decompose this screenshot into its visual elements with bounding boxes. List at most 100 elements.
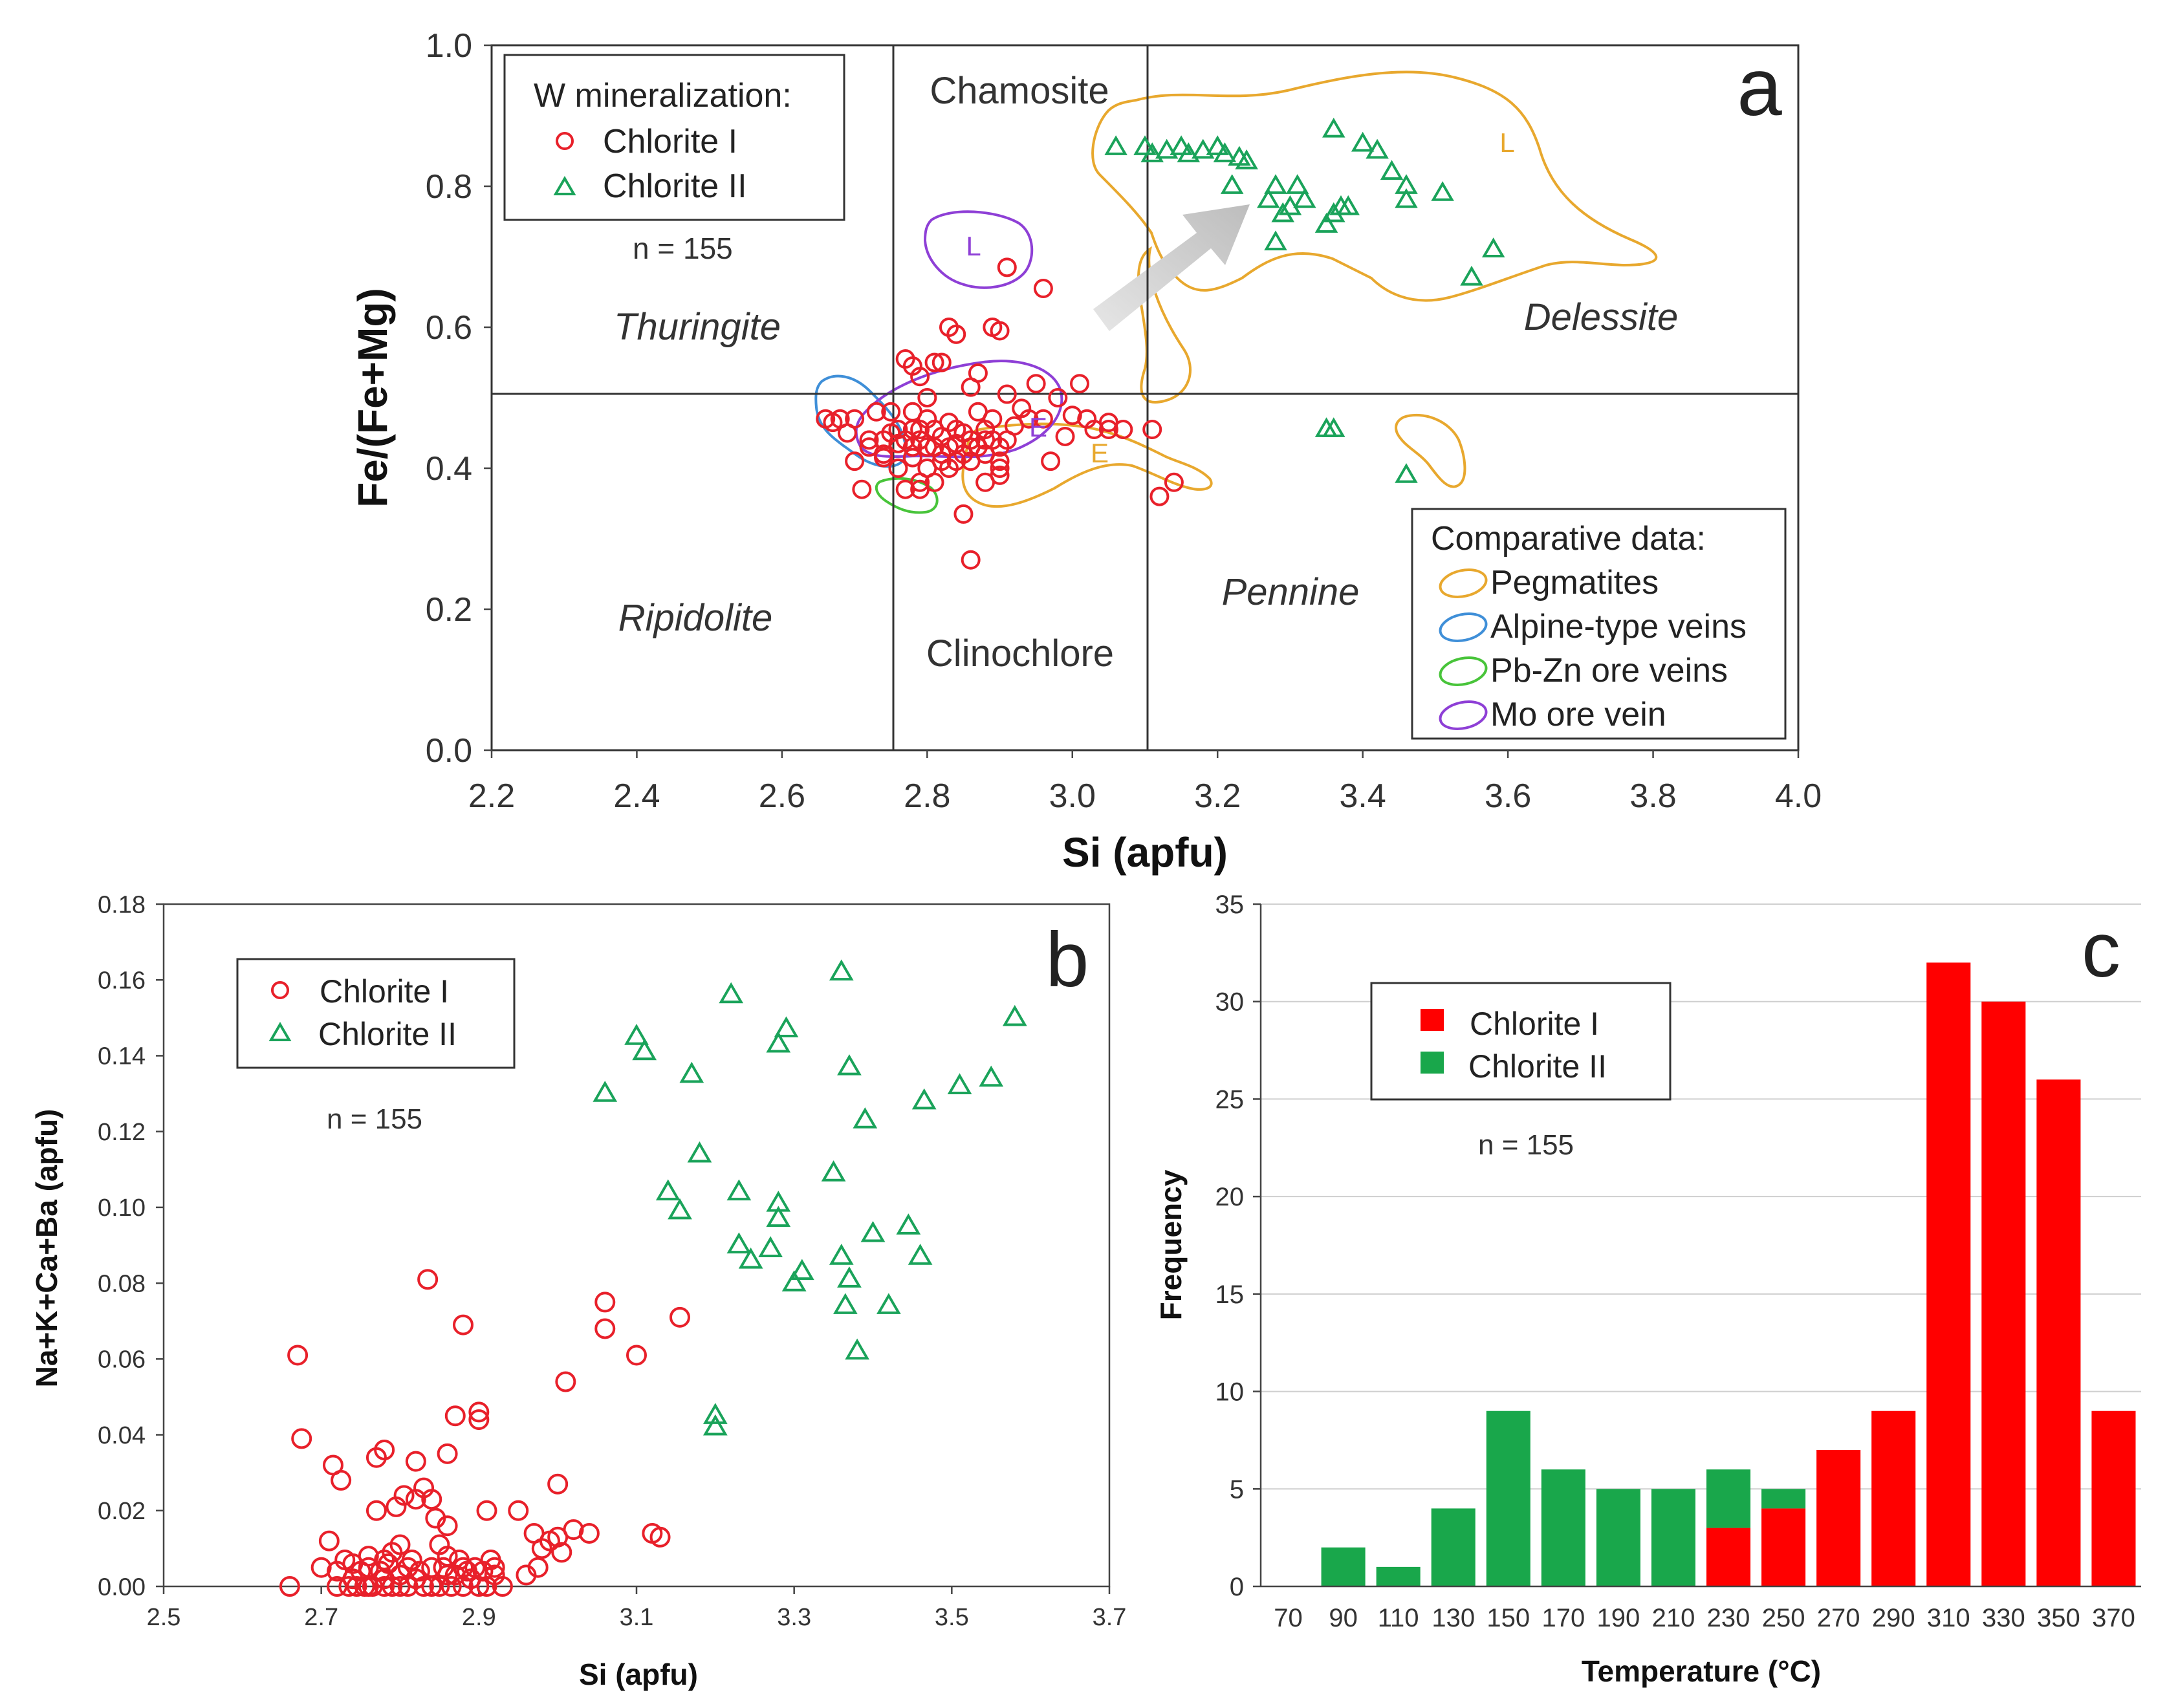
point-chlorite-i bbox=[845, 409, 865, 429]
point-chlorite-ii bbox=[845, 1338, 869, 1360]
point-chlorite-i bbox=[924, 472, 944, 492]
bar-chlorite-ii bbox=[1431, 1508, 1476, 1586]
point-chlorite-i bbox=[917, 388, 937, 407]
y-tick-label: 0.10 bbox=[98, 1195, 146, 1222]
legend-title-w: W mineralization: bbox=[534, 77, 792, 114]
point-chlorite-i bbox=[888, 420, 908, 440]
panel-label-c: c bbox=[2082, 907, 2120, 993]
legend-chlorite-i-a: Chlorite I bbox=[603, 123, 737, 160]
point-chlorite-i bbox=[910, 367, 930, 387]
x-axis-ticks-c: 70 90 110 130 150 170 190 210 230 250 270 290 310 330… bbox=[1274, 1604, 2135, 1632]
point-chlorite-i bbox=[563, 1519, 584, 1540]
legend-chlorite-i-marker bbox=[556, 132, 574, 150]
point-chlorite-i bbox=[888, 459, 908, 478]
legend-pbzn: Pb-Zn ore veins bbox=[1490, 652, 1728, 689]
point-chlorite-i bbox=[845, 451, 865, 471]
y-axis-label-c: Frequency bbox=[1154, 1169, 1188, 1320]
point-chlorite-i bbox=[1033, 279, 1053, 299]
y-tick-label: 5 bbox=[1230, 1475, 1244, 1504]
panel-c: 0 5 10 15 20 25 30 35 70 90 110 130 150 170 190 210 230… bbox=[1154, 891, 2141, 1688]
x-tick-label: 270 bbox=[1817, 1604, 1860, 1632]
bar-chlorite-i bbox=[1761, 1508, 1806, 1586]
y-tick-label: 0.2 bbox=[426, 591, 472, 629]
point-chlorite-i bbox=[310, 1557, 332, 1578]
point-chlorite-i bbox=[318, 1530, 340, 1551]
x-axis-label-c: Temperature (°C) bbox=[1582, 1654, 1821, 1688]
legend-comparative: Comparative data: Pegmatites Alpine-type… bbox=[1411, 508, 1787, 740]
point-chlorite-ii bbox=[1206, 135, 1229, 155]
scatter-points-b bbox=[279, 959, 1027, 1597]
point-chlorite-i bbox=[594, 1292, 616, 1313]
legend-chlorite-ii-marker-b bbox=[268, 1022, 292, 1041]
bar-chlorite-i bbox=[1816, 1450, 1861, 1586]
y-tick-label: 15 bbox=[1215, 1281, 1245, 1309]
point-chlorite-ii bbox=[877, 1293, 901, 1314]
point-chlorite-ii bbox=[1002, 1004, 1027, 1026]
point-chlorite-ii bbox=[766, 1205, 791, 1227]
bar-chlorite-i bbox=[1871, 1411, 1916, 1586]
bar-chlorite-ii bbox=[1651, 1489, 1695, 1586]
point-chlorite-i bbox=[961, 550, 981, 570]
point-chlorite-i bbox=[997, 384, 1017, 404]
x-tick-label: 2.5 bbox=[147, 1604, 181, 1631]
y-axis-label-b: Na+K+Ca+Ba (apfu) bbox=[30, 1109, 63, 1388]
point-chlorite-i bbox=[378, 1553, 399, 1574]
x-tick-label: 3.7 bbox=[1093, 1604, 1127, 1631]
point-chlorite-i bbox=[437, 1443, 458, 1464]
point-chlorite-i bbox=[594, 1318, 616, 1339]
point-chlorite-ii bbox=[1133, 135, 1157, 155]
field-chamosite: Chamosite bbox=[930, 70, 1109, 112]
point-chlorite-ii bbox=[766, 1191, 791, 1212]
x-tick-label: 2.7 bbox=[304, 1604, 338, 1631]
point-chlorite-i bbox=[946, 324, 966, 344]
x-tick-label: 2.2 bbox=[468, 777, 515, 815]
point-chlorite-i bbox=[1098, 420, 1118, 440]
point-chlorite-i bbox=[990, 321, 1010, 341]
point-chlorite-i bbox=[975, 430, 996, 450]
y-tick-label: 0.6 bbox=[426, 309, 472, 347]
point-chlorite-i bbox=[1070, 374, 1089, 394]
point-chlorite-i bbox=[405, 1451, 426, 1472]
y-tick-label: 0.18 bbox=[98, 891, 146, 918]
point-chlorite-ii bbox=[632, 1039, 657, 1061]
x-tick-label: 3.3 bbox=[777, 1604, 811, 1631]
point-chlorite-i bbox=[968, 363, 988, 383]
x-tick-label: 3.0 bbox=[1049, 777, 1096, 815]
legend-chlorite-i-swatch bbox=[1421, 1009, 1444, 1031]
point-chlorite-i bbox=[279, 1576, 300, 1597]
bar-chlorite-i bbox=[2091, 1411, 2136, 1586]
legend-pegmatites-marker bbox=[1439, 568, 1488, 598]
point-chlorite-ii bbox=[829, 959, 854, 981]
point-chlorite-i bbox=[917, 437, 937, 457]
trend-arrow bbox=[1093, 204, 1250, 331]
bar-chlorite-ii bbox=[1541, 1469, 1585, 1586]
bar-chlorite-i bbox=[2036, 1079, 2081, 1586]
point-chlorite-ii bbox=[624, 1024, 649, 1045]
peg-l-mark: L bbox=[1499, 127, 1514, 158]
point-chlorite-ii bbox=[1314, 213, 1338, 233]
field-delessite: Delessite bbox=[1524, 296, 1679, 338]
point-chlorite-i bbox=[492, 1576, 513, 1597]
y-tick-label: 25 bbox=[1215, 1085, 1245, 1114]
point-chlorite-ii bbox=[774, 1016, 799, 1038]
n-count-a: n = 155 bbox=[633, 232, 733, 265]
point-chlorite-i bbox=[1019, 409, 1039, 429]
x-tick-label: 3.2 bbox=[1194, 777, 1241, 815]
legend-mo-marker bbox=[1439, 700, 1488, 730]
y-axis-ticks-a: 0.0 0.2 0.4 0.6 0.8 1.0 bbox=[426, 27, 492, 770]
x-tick-label: 210 bbox=[1652, 1604, 1695, 1632]
point-chlorite-ii bbox=[1322, 417, 1345, 437]
point-chlorite-i bbox=[1142, 420, 1162, 440]
point-chlorite-i bbox=[983, 409, 1003, 429]
pegmatites-small-outline bbox=[1395, 413, 1466, 488]
x-tick-label: 130 bbox=[1432, 1604, 1475, 1632]
y-tick-label: 0.14 bbox=[98, 1043, 146, 1070]
point-chlorite-i bbox=[866, 402, 886, 422]
y-tick-label: 0.00 bbox=[98, 1573, 146, 1601]
y-tick-label: 0.0 bbox=[426, 732, 472, 770]
point-chlorite-i bbox=[990, 451, 1010, 471]
point-chlorite-ii bbox=[1177, 142, 1201, 162]
point-chlorite-ii bbox=[911, 1088, 937, 1110]
legend-b: Chlorite I Chlorite II bbox=[236, 958, 516, 1069]
legend-c: Chlorite I Chlorite II bbox=[1370, 982, 1672, 1101]
